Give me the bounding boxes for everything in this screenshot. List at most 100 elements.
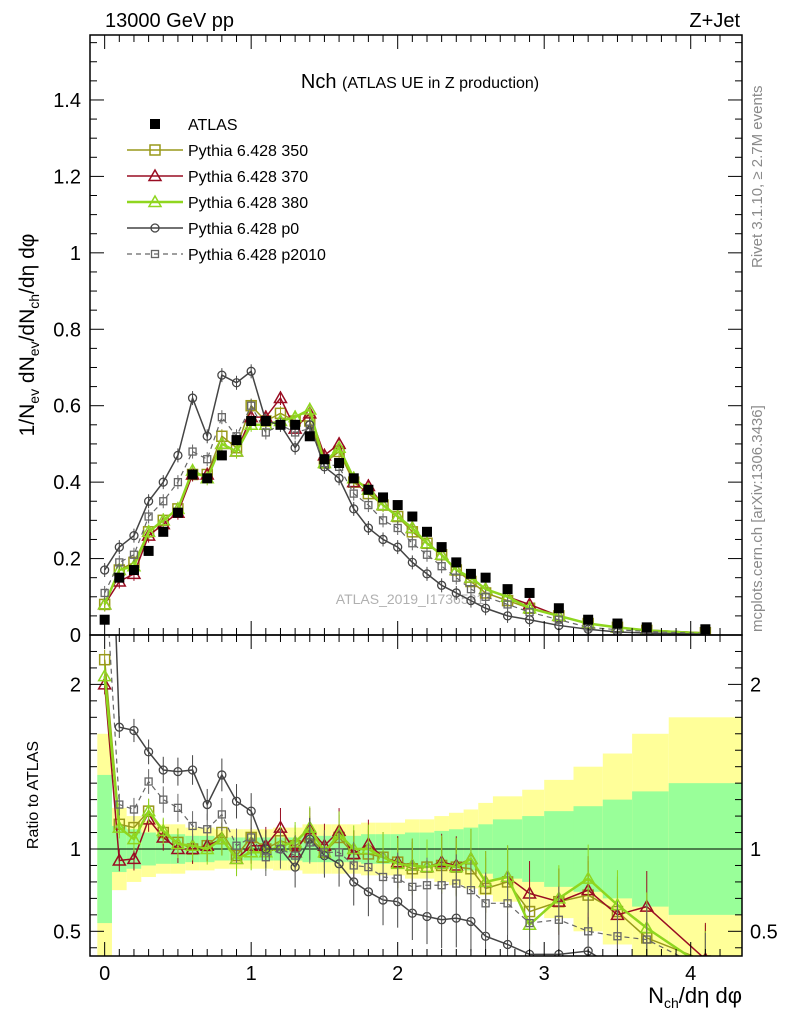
ratio-point-3-23: [436, 915, 447, 925]
legend-label-0: ATLAS: [188, 117, 238, 134]
point-4-4: [158, 477, 168, 487]
ratio-point-2-0: [97, 668, 112, 682]
point-4-22: [422, 569, 432, 579]
point-4-7: [202, 431, 212, 441]
legend: ATLAS Pythia 6.428 350 Pythia 6.428 370 Pyt…: [127, 117, 326, 264]
ytick-label-main-6: 1.2: [53, 166, 81, 188]
point-0-30: [583, 614, 594, 625]
point-4-3: [143, 496, 154, 506]
point-5-2: [129, 550, 139, 559]
ratio-point-4-2: [129, 805, 139, 814]
point-4-13: [290, 443, 300, 453]
point-4-19: [378, 534, 388, 545]
ratio-point-4-12: [276, 844, 285, 854]
point-5-6: [188, 447, 197, 456]
ratio-point-4-30: [584, 927, 593, 936]
point-0-2: [128, 565, 139, 576]
ratio-point-4-26: [481, 899, 490, 908]
y-axis-label-ratio: Ratio to ATLAS: [25, 741, 42, 849]
point-0-4: [158, 526, 169, 537]
ratio-point-3-0: [101, 310, 109, 318]
point-3-21: [405, 520, 420, 534]
point-0-26: [480, 572, 491, 583]
point-5-0: [100, 588, 109, 598]
ratio-point-3-32: [643, 968, 651, 976]
point-3-4: [155, 512, 171, 526]
side-text-top: Rivet 3.1.10, ≥ 2.7M events: [749, 86, 766, 269]
point-0-15: [319, 454, 330, 465]
legend-label-4: Pythia 6.428 p0: [188, 221, 299, 238]
ratio-point-4-3: [144, 777, 153, 786]
point-4-17: [349, 504, 359, 514]
point-5-18: [364, 500, 373, 510]
ratio-point-3-2: [129, 725, 139, 736]
point-4-16: [334, 473, 344, 483]
ratio-point-4-33: [702, 966, 709, 973]
point-3-9: [229, 444, 244, 457]
point-0-24: [451, 557, 462, 568]
point-0-0: [99, 614, 110, 625]
point-5-23: [437, 562, 446, 571]
point-5-8: [217, 413, 227, 422]
ratio-point-2-8: [214, 831, 230, 845]
ratio-point-4-24: [452, 879, 461, 888]
axes: 0 0.2 0.4 0.6 0.8 1 1.2 1.4 0.5 0.5 1 1 2 2 0 1 2 3 4: [53, 34, 778, 985]
ratio-point-2-3: [141, 803, 156, 817]
point-5-3: [144, 512, 153, 521]
point-0-14: [304, 431, 315, 442]
xtick-label-0: 0: [99, 963, 110, 985]
ytick-label-main-2: 0.4: [53, 472, 81, 494]
ratio-point-4-18: [364, 862, 373, 872]
ratio-point-4-6: [188, 821, 197, 831]
point-4-2: [129, 530, 139, 541]
ytick-label-main-0: 0: [70, 625, 81, 647]
point-0-18: [363, 484, 374, 495]
point-4-1: [114, 542, 124, 552]
ratio-point-3-7: [202, 799, 212, 810]
point-0-32: [641, 622, 652, 633]
point-4-8: [217, 370, 227, 380]
point-5-22: [422, 550, 432, 559]
ratio-point-3-5: [173, 766, 183, 777]
main-series: [97, 364, 712, 635]
point-0-27: [502, 584, 513, 595]
point-3-3: [141, 524, 156, 538]
point-0-22: [421, 526, 432, 537]
point-5-1: [115, 558, 124, 567]
ratio-point-3-10: [246, 806, 256, 816]
point-0-19: [378, 492, 389, 503]
ratio-point-2-33: [699, 962, 711, 973]
ratio-point-4-27: [503, 899, 512, 908]
point-4-10: [246, 366, 256, 376]
ratio-point-0-0: [98, 653, 111, 666]
ratio-point-3-3: [143, 747, 154, 757]
point-0-6: [187, 469, 198, 480]
ratio-point-4-9: [232, 841, 241, 850]
ratio-series: [97, 310, 712, 976]
ratio-point-2-6: [185, 838, 200, 851]
ratio-point-4-5: [173, 803, 183, 812]
ytick-label-ratio-left-1: 1: [70, 839, 81, 861]
point-3-8: [214, 436, 230, 450]
ratio-point-4-23: [437, 881, 446, 890]
ratio-point-3-31: [613, 965, 621, 973]
ratio-point-4-29: [554, 915, 564, 924]
ratio-point-4-11: [261, 853, 270, 862]
ytick-label-ratio-right-0: 0.5: [750, 921, 778, 943]
ytick-label-ratio-right-1: 1: [750, 839, 761, 861]
ratio-point-4-1: [115, 800, 124, 809]
point-3-16: [331, 440, 347, 453]
point-4-20: [393, 542, 403, 552]
point-0-3: [143, 545, 154, 556]
point-5-7: [203, 455, 212, 464]
series-line-3: [103, 407, 706, 635]
ratio-point-4-32: [642, 935, 651, 944]
ratio-point-4-7: [203, 825, 212, 834]
point-2-3: [141, 528, 156, 541]
ratio-point-4-20: [393, 874, 402, 883]
y-axis-label-main: 1/Nev dNev/dNch/dη dφ: [16, 234, 42, 437]
point-0-10: [246, 415, 257, 426]
point-0-25: [465, 568, 476, 579]
ratio-line-4: [108, 635, 681, 956]
